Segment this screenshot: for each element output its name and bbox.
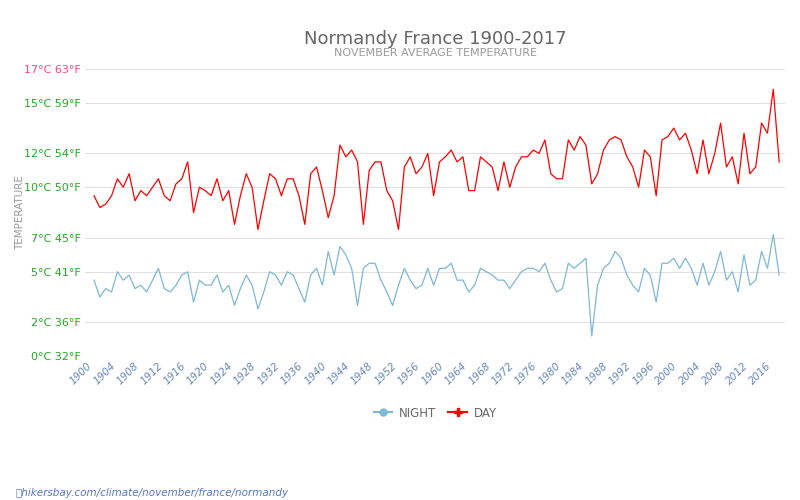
Title: Normandy France 1900-2017: Normandy France 1900-2017 <box>304 30 566 48</box>
Text: NOVEMBER AVERAGE TEMPERATURE: NOVEMBER AVERAGE TEMPERATURE <box>334 48 537 58</box>
Y-axis label: TEMPERATURE: TEMPERATURE <box>15 175 25 250</box>
Legend: NIGHT, DAY: NIGHT, DAY <box>369 402 502 424</box>
Text: 📍hikersbay.com/climate/november/france/normandy: 📍hikersbay.com/climate/november/france/n… <box>16 488 289 498</box>
